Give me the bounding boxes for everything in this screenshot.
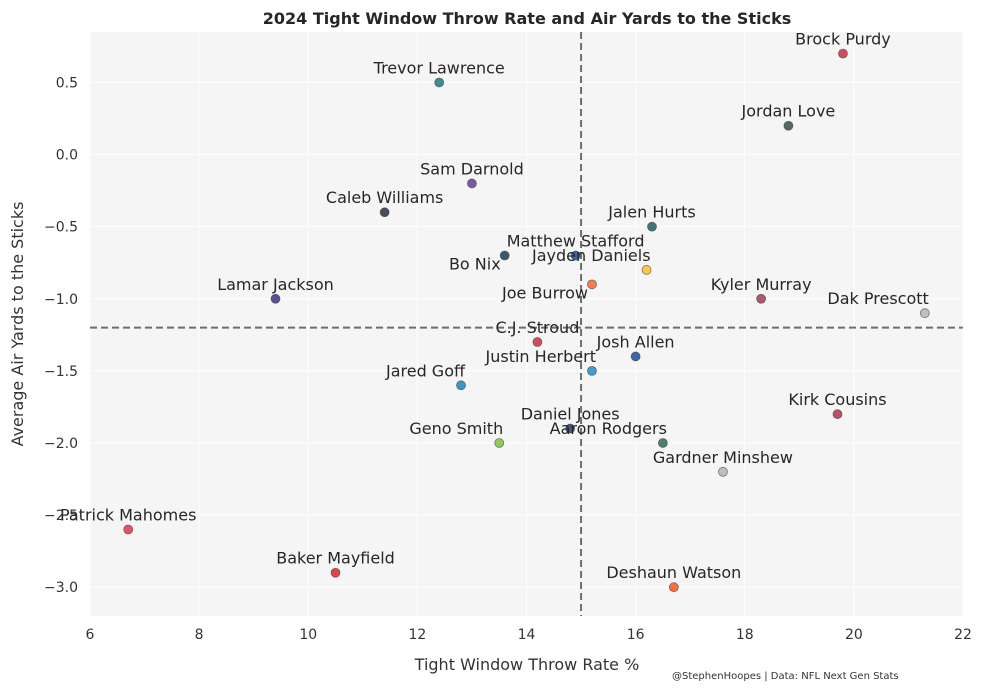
x-axis-label: Tight Window Throw Rate % xyxy=(414,655,640,674)
y-tick-label: 0.0 xyxy=(56,148,78,164)
point-label: Baker Mayfield xyxy=(276,549,395,568)
data-point xyxy=(832,409,843,420)
data-point xyxy=(668,582,679,593)
data-point xyxy=(532,337,543,347)
data-point xyxy=(587,279,597,290)
data-point xyxy=(587,365,597,376)
data-point xyxy=(456,380,466,391)
point-label: Josh Allen xyxy=(596,332,675,351)
point-label: Lamar Jackson xyxy=(217,275,334,294)
data-point xyxy=(270,293,281,304)
point-label: Joe Burrow xyxy=(501,283,588,302)
data-point xyxy=(919,308,930,319)
data-point xyxy=(756,293,767,304)
data-credit: @StephenHoopes | Data: NFL Next Gen Stat… xyxy=(672,671,899,682)
reference-lines xyxy=(90,32,963,616)
x-tick-label: 6 xyxy=(86,627,95,643)
point-label: Jared Goff xyxy=(385,361,466,380)
point-label: Gardner Minshew xyxy=(653,448,793,467)
y-tick-label: −3.0 xyxy=(44,580,78,596)
x-tick-label: 22 xyxy=(954,627,972,643)
data-point xyxy=(565,423,576,434)
point-label: Brock Purdy xyxy=(795,30,891,49)
data-point xyxy=(123,524,134,535)
x-tick-label: 12 xyxy=(408,627,426,643)
data-point xyxy=(494,438,505,448)
point-label: Jayden Daniels xyxy=(531,246,651,265)
point-label: Trevor Lawrence xyxy=(373,58,505,77)
point-label: Caleb Williams xyxy=(326,188,443,207)
point-label: Aaron Rodgers xyxy=(550,419,667,438)
point-label: Daniel Jones xyxy=(521,405,620,424)
y-tick-label: −2.5 xyxy=(44,508,78,524)
data-point xyxy=(647,221,657,232)
x-tick-label: 8 xyxy=(195,627,204,643)
point-label: C.J. Stroud xyxy=(495,318,579,337)
point-label: Geno Smith xyxy=(409,419,503,438)
x-tick-label: 10 xyxy=(299,627,317,643)
data-point xyxy=(570,250,581,261)
point-label: Kirk Cousins xyxy=(788,390,886,409)
x-tick-label: 16 xyxy=(627,627,645,643)
point-labels: Brock Purdy Trevor Lawrence Jordan Love Sam… xyxy=(60,30,929,583)
x-tick-label: 20 xyxy=(845,627,863,643)
y-tick-label: 0.5 xyxy=(56,75,78,91)
data-point xyxy=(434,77,445,88)
x-tick-label: 14 xyxy=(518,627,536,643)
point-label: Jalen Hurts xyxy=(607,203,695,222)
grid-lines xyxy=(89,32,964,616)
chart-title: 2024 Tight Window Throw Rate and Air Yar… xyxy=(263,9,791,28)
point-label: Dak Prescott xyxy=(827,289,928,308)
point-label: Patrick Mahomes xyxy=(60,505,196,524)
point-label: Matthew Stafford xyxy=(507,232,645,251)
point-label: Sam Darnold xyxy=(420,159,524,178)
data-point xyxy=(718,466,728,477)
y-tick-label: −2.0 xyxy=(44,436,78,452)
y-tick-label: −0.5 xyxy=(44,220,78,236)
data-point xyxy=(658,438,668,448)
point-label: Bo Nix xyxy=(449,255,501,274)
point-label: Jordan Love xyxy=(741,102,836,121)
x-tick-labels: 6 8 10 12 14 16 18 20 22 xyxy=(86,627,972,643)
data-point xyxy=(838,48,848,59)
y-tick-label: −1.5 xyxy=(44,364,78,380)
data-point xyxy=(379,207,390,218)
y-axis-label: Average Air Yards to the Sticks xyxy=(8,202,27,447)
point-label: Justin Herbert xyxy=(485,347,596,366)
data-point xyxy=(641,265,652,275)
data-point xyxy=(330,567,341,578)
y-tick-label: −1.0 xyxy=(44,292,78,308)
x-tick-label: 18 xyxy=(736,627,754,643)
y-tick-labels: 0.5 0.0 −0.5 −1.0 −1.5 −2.0 −2.5 −3.0 xyxy=(44,75,78,596)
data-point xyxy=(467,178,477,189)
data-points xyxy=(123,48,930,593)
point-label: Deshaun Watson xyxy=(606,563,741,582)
data-point xyxy=(783,120,794,131)
data-point xyxy=(499,250,510,261)
data-point xyxy=(630,351,641,362)
point-label: Kyler Murray xyxy=(711,275,812,294)
